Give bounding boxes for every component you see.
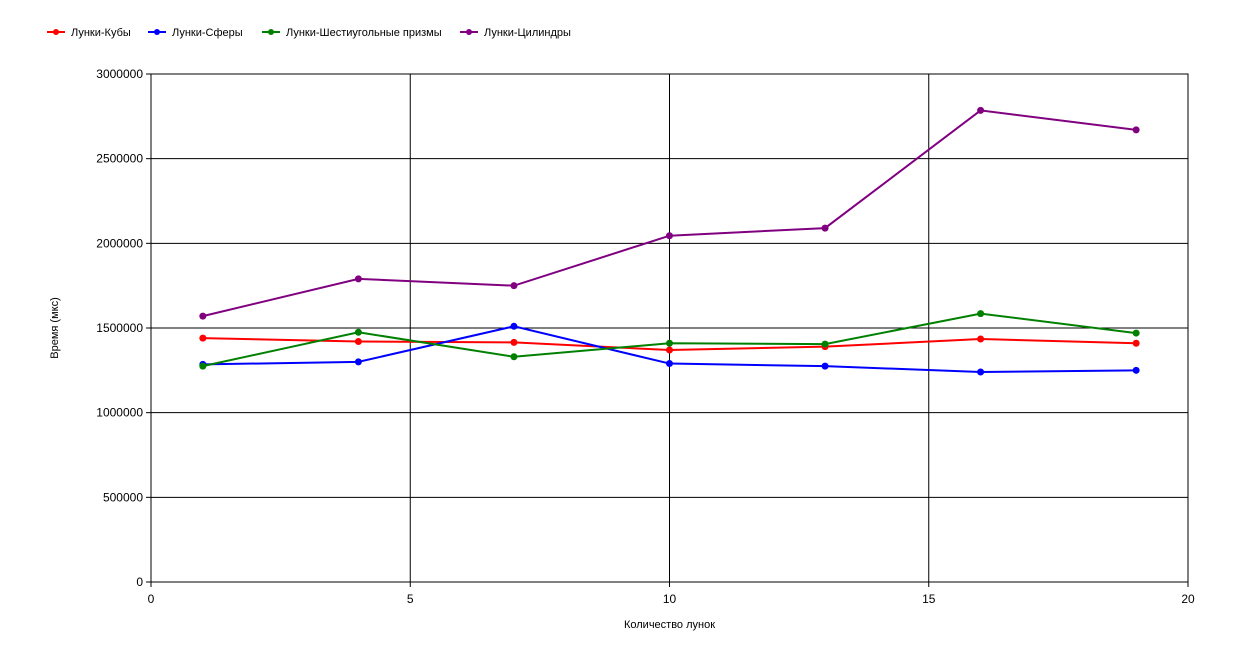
data-point: [977, 310, 985, 318]
data-point: [1132, 126, 1140, 134]
data-point: [821, 340, 829, 348]
legend-entry: Лунки-Кубы: [47, 27, 131, 39]
series-layer: [199, 106, 1140, 376]
x-tick-label: 15: [922, 592, 936, 606]
data-point: [199, 334, 207, 342]
data-point: [1132, 329, 1140, 337]
y-axis: 0 500000 1000000 1500000 2000000 2500000 30000…: [96, 67, 151, 589]
data-point: [510, 338, 518, 346]
data-point: [977, 368, 985, 376]
legend-entry: Лунки-Сферы: [148, 27, 243, 39]
legend-label: Лунки-Цилиндры: [484, 27, 571, 39]
data-point: [510, 322, 518, 330]
y-tick-label: 2500000: [96, 152, 143, 166]
series-4: [199, 106, 1140, 320]
y-tick-label: 3000000: [96, 67, 143, 81]
data-point: [199, 362, 207, 370]
data-point: [1132, 339, 1140, 347]
legend-swatch-marker: [53, 29, 59, 35]
x-axis: 0 5 10 15 20: [148, 582, 1195, 606]
data-point: [977, 106, 985, 114]
data-point: [821, 224, 829, 232]
y-tick-label: 1500000: [96, 321, 143, 335]
data-point: [354, 275, 362, 283]
y-tick-label: 0: [136, 575, 143, 589]
data-point: [1132, 366, 1140, 374]
y-tick-label: 2000000: [96, 236, 143, 250]
legend-entry: Лунки-Шестиугольные призмы: [262, 27, 442, 39]
data-point: [354, 328, 362, 336]
legend-label: Лунки-Сферы: [172, 27, 243, 39]
data-point: [666, 360, 673, 368]
legend-swatch-marker: [268, 29, 274, 35]
legend: Лунки-Кубы Лунки-Сферы Лунки-Шестиугольные…: [47, 27, 571, 39]
data-point: [510, 353, 518, 361]
legend-entry: Лунки-Цилиндры: [460, 27, 571, 39]
data-point: [354, 358, 362, 366]
series-3: [199, 310, 1140, 370]
legend-label: Лунки-Кубы: [71, 27, 131, 39]
series-2: [199, 322, 1140, 376]
grid: [150, 73, 1189, 583]
legend-label: Лунки-Шестиугольные призмы: [286, 27, 442, 39]
legend-swatch-marker: [466, 29, 472, 35]
data-point: [510, 282, 518, 290]
x-axis-title: Количество лунок: [624, 619, 715, 631]
y-axis-title: Время (мкс): [49, 297, 61, 358]
y-tick-label: 1000000: [96, 406, 143, 420]
y-tick-label: 500000: [103, 490, 143, 504]
data-point: [977, 335, 985, 343]
data-point: [199, 312, 207, 320]
legend-swatch-marker: [154, 29, 160, 35]
data-point: [666, 339, 673, 347]
x-tick-label: 0: [148, 592, 155, 606]
data-point: [354, 338, 362, 346]
data-point: [666, 346, 673, 354]
data-point: [666, 232, 673, 240]
x-tick-label: 20: [1181, 592, 1195, 606]
x-tick-label: 10: [663, 592, 677, 606]
x-tick-label: 5: [407, 592, 414, 606]
data-point: [821, 362, 829, 370]
